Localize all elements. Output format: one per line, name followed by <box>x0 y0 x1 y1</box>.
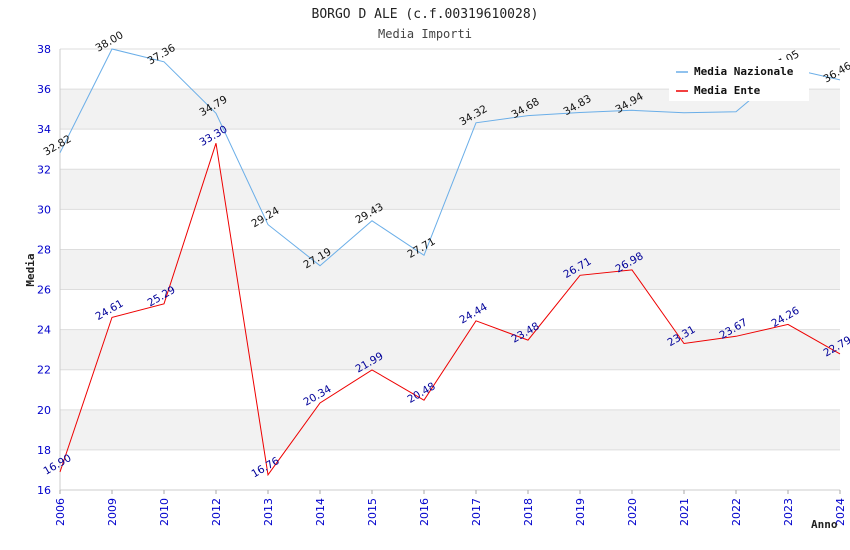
x-axis-label: Anno <box>811 518 838 531</box>
y-tick-label: 16 <box>37 484 51 497</box>
x-tick-label: 2019 <box>574 498 587 526</box>
x-tick-label: 2021 <box>678 498 691 526</box>
y-tick-label: 38 <box>37 43 51 56</box>
y-tick-label: 34 <box>37 123 51 136</box>
y-tick-label: 18 <box>37 444 51 457</box>
x-tick-label: 2006 <box>54 498 67 526</box>
x-tick-label: 2017 <box>470 498 483 526</box>
x-tick-label: 2018 <box>522 498 535 526</box>
x-tick-label: 2010 <box>158 498 171 526</box>
x-tick-label: 2024 <box>834 498 847 526</box>
x-tick-label: 2020 <box>626 498 639 526</box>
band <box>60 369 840 410</box>
y-tick-label: 26 <box>37 284 51 297</box>
legend-label-media-ente: Media Ente <box>694 84 761 97</box>
y-tick-label: 24 <box>37 324 51 337</box>
y-tick-labels: 16 18 20 22 24 26 28 30 32 34 36 38 <box>37 43 51 497</box>
band <box>60 289 840 330</box>
legend: Media Nazionale Media Ente <box>669 60 809 101</box>
band <box>60 129 840 170</box>
legend-label-media-nazionale: Media Nazionale <box>694 65 794 78</box>
series-line-media-ente <box>59 143 841 477</box>
y-tick-label: 20 <box>37 404 51 417</box>
band <box>60 329 840 370</box>
x-tick-label: 2014 <box>314 498 327 526</box>
chart-title: BORGO D ALE (c.f.00319610028) <box>312 7 539 22</box>
y-tick-label: 30 <box>37 203 51 216</box>
y-axis-label: Media <box>24 253 37 286</box>
x-tick-label: 2013 <box>262 498 275 526</box>
background-bands <box>60 49 840 490</box>
chart-subtitle: Media Importi <box>378 27 472 41</box>
y-tick-label: 36 <box>37 83 51 96</box>
x-tick-label: 2015 <box>366 498 379 526</box>
x-tick-label: 2016 <box>418 498 431 526</box>
x-tick-labels: 2006 2009 2010 2012 2013 2014 2015 2016 2017 2018… <box>54 490 847 526</box>
y-tick-label: 32 <box>37 163 51 176</box>
series-lines <box>59 48 841 477</box>
band <box>60 249 840 290</box>
band <box>60 409 840 450</box>
x-tick-label: 2009 <box>106 498 119 526</box>
band <box>60 449 840 490</box>
x-tick-label: 2023 <box>782 498 795 526</box>
legend-box <box>669 60 809 101</box>
x-tick-label: 2012 <box>210 498 223 526</box>
y-tick-label: 22 <box>37 364 51 377</box>
band <box>60 209 840 250</box>
series-line-media-nazionale <box>59 48 841 267</box>
y-tick-label: 28 <box>37 243 51 256</box>
x-tick-label: 2022 <box>730 498 743 526</box>
